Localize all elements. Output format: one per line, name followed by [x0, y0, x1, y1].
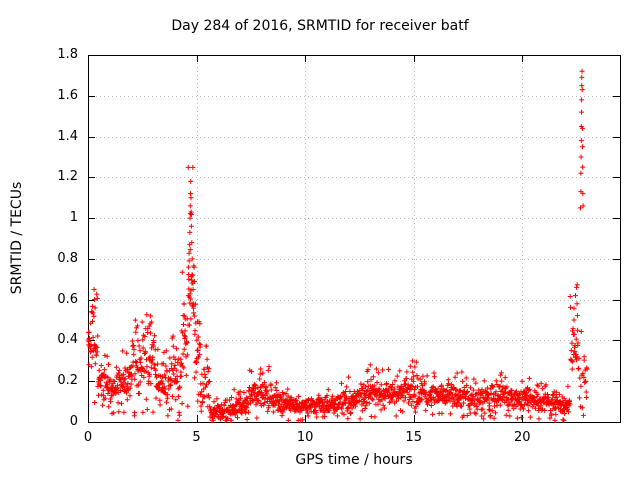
x-tick-label: 5	[192, 430, 201, 445]
y-tick-label: 0	[69, 414, 78, 429]
x-tick-label: 10	[296, 430, 314, 445]
y-tick-label: 0.6	[57, 291, 78, 307]
y-axis-label: SRMTID / TECUs	[9, 181, 25, 295]
y-tick-label: 1.8	[57, 47, 78, 62]
y-tick-label: 0.4	[57, 332, 78, 348]
y-tick-label: 0.8	[57, 250, 78, 266]
y-tick-label: 1.6	[57, 87, 78, 103]
y-tick-label: 1.2	[57, 169, 78, 185]
x-axis-label: GPS time / hours	[295, 452, 413, 468]
y-tick-label: 1	[69, 210, 78, 226]
y-tick-label: 1.4	[57, 128, 78, 144]
x-tick-label: 0	[83, 430, 93, 445]
chart-title: Day 284 of 2016, SRMTID for receiver bat…	[171, 18, 469, 34]
x-tick-label: 15	[405, 430, 422, 445]
x-tick-label: 20	[514, 430, 531, 445]
y-tick-label: 0.2	[57, 373, 78, 389]
